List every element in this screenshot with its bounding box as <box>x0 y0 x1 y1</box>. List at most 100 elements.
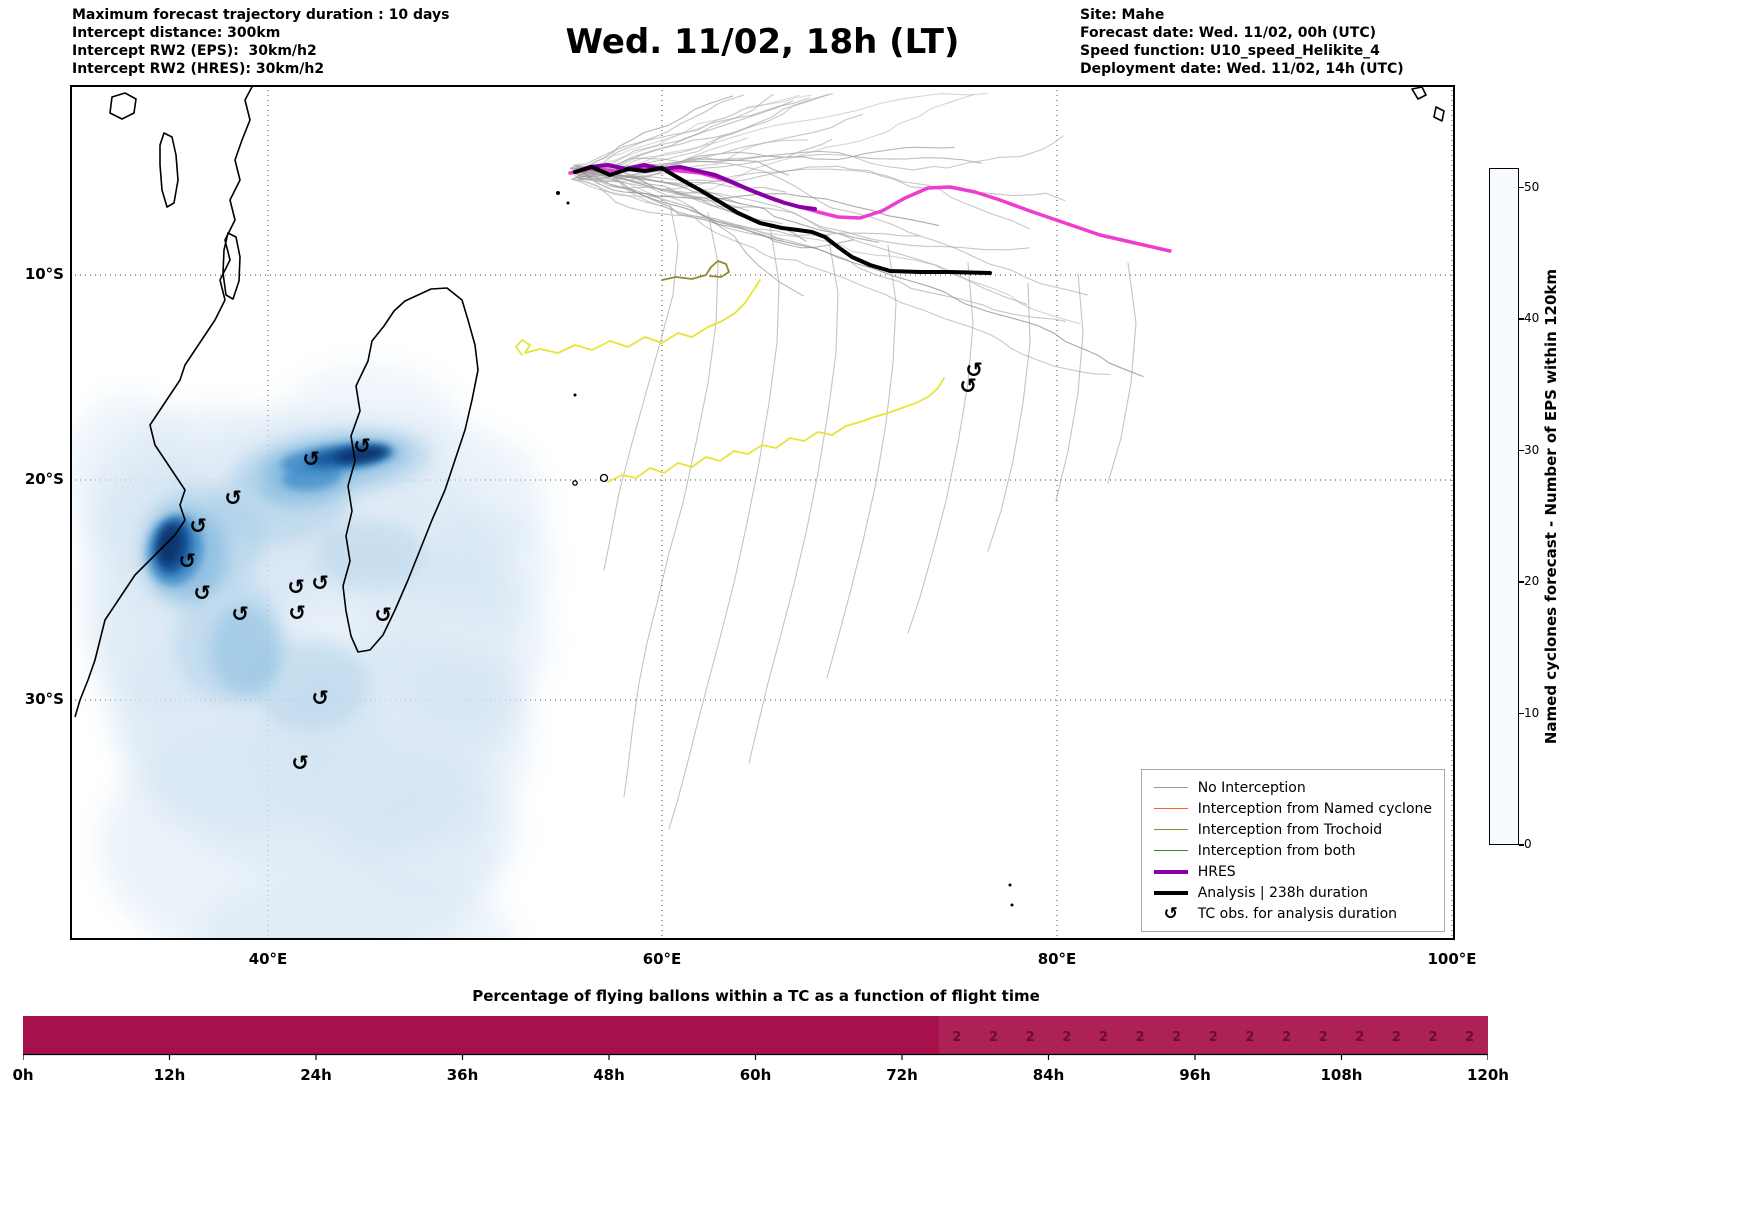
legend-line-sample <box>1153 850 1188 851</box>
legend-item: ↺ TC obs. for analysis duration <box>1152 903 1432 924</box>
flight-bar <box>23 1016 1488 1054</box>
tc-count-annotation: 2 <box>1209 1030 1218 1045</box>
legend-item: HRES <box>1152 861 1432 882</box>
tc-count-annotation: 2 <box>1136 1030 1145 1045</box>
lon-tick-label: 60°E <box>642 950 682 968</box>
legend-label: HRES <box>1197 863 1236 880</box>
bar-chart-title: Percentage of flying ballons within a TC… <box>472 987 1040 1005</box>
tc-obs-icon: ↺ <box>287 575 305 599</box>
colorbar <box>1489 168 1519 845</box>
tc-count-annotation: 2 <box>1062 1030 1071 1045</box>
tc-obs-icon: ↺ <box>311 686 329 710</box>
hres-track <box>573 163 817 211</box>
colorbar-tick <box>1519 581 1524 583</box>
coastlines <box>74 85 1445 907</box>
flight-time-bar-chart: 2 2 2 2 2 2 2 2 2 2 2 2 2 2 2 <box>23 1016 1488 1060</box>
legend-label: Analysis | 238h duration <box>1197 884 1368 901</box>
tc-obs-icon: ↺ <box>231 602 249 626</box>
flight-time-tick-label: 108h <box>1320 1066 1363 1084</box>
legend-item: Interception from Named cyclone <box>1152 798 1432 819</box>
flight-time-tick-label: 84h <box>1032 1066 1065 1084</box>
tc-count-annotation: 2 <box>1319 1030 1328 1045</box>
trochoid-track <box>515 279 761 356</box>
tc-count-annotation: 2 <box>952 1030 961 1045</box>
colorbar-tick-label: 30 <box>1524 442 1540 457</box>
tc-count-annotation: 2 <box>1099 1030 1108 1045</box>
legend-line-sample <box>1153 829 1188 830</box>
trajectory-map-canvas: ↺↺↺↺↺↺ ↺ ↺↺ ↺ ↺↺↺↺↺ <box>70 85 1455 940</box>
legend-line-sample <box>1153 808 1188 809</box>
lon-tick-label: 100°E <box>1427 950 1477 968</box>
legend-line-sample <box>1153 890 1188 895</box>
legend-line-sample <box>1153 869 1188 874</box>
tc-count-annotation: 2 <box>1172 1030 1181 1045</box>
tc-count-annotation: 2 <box>1026 1030 1035 1045</box>
colorbar-tick-label: 50 <box>1524 179 1540 194</box>
tc-count-annotation: 2 <box>1282 1030 1291 1045</box>
tc-obs-icon: ↺ <box>193 581 211 605</box>
legend-line-sample <box>1153 787 1188 788</box>
legend-label: TC obs. for analysis duration <box>1197 905 1398 922</box>
colorbar-tick-label: 20 <box>1524 574 1540 589</box>
flight-time-tick-label: 120h <box>1467 1066 1509 1084</box>
flight-time-tick-label: 36h <box>446 1066 479 1084</box>
tc-obs-icon: ↺ <box>965 358 983 382</box>
lon-tick-label: 40°E <box>248 950 288 968</box>
legend-label: Interception from Trochoid <box>1197 821 1383 838</box>
tc-obs-icon: ↺ <box>288 601 306 625</box>
tc-obs-icon: ↺ <box>224 486 242 510</box>
colorbar-gradient <box>1490 169 1518 844</box>
legend-item: Interception from both <box>1152 840 1432 861</box>
flight-time-tick-label: 96h <box>1179 1066 1211 1084</box>
trochoid-olive-track <box>661 260 730 281</box>
colorbar-tick <box>1519 318 1524 320</box>
flight-time-tick-label: 24h <box>300 1066 332 1084</box>
lat-tick-label: 30°S <box>24 690 64 708</box>
flight-time-tick-label: 0h <box>12 1066 34 1084</box>
named-tracks <box>515 163 1172 483</box>
tc-obs-symbols: ↺↺↺↺↺↺ ↺ ↺↺ ↺ ↺↺↺↺↺ <box>178 358 983 775</box>
lat-tick-label: 10°S <box>24 265 64 283</box>
tc-obs-icon: ↺ <box>291 751 309 775</box>
tc-count-annotation: 2 <box>1465 1030 1474 1045</box>
trajectory-map: ↺ ↺ ↺ ↺ ↺ ↺ ↺ ↺ ↺ ↺ ↺ ↺ ↺ ↺ ↺ No Interception Intercept… <box>70 85 1455 940</box>
colorbar-tick-label: 0 <box>1524 837 1532 851</box>
colorbar-tick-label: 40 <box>1524 311 1540 326</box>
tc-count-annotation: 2 <box>989 1030 998 1045</box>
lat-tick-label: 20°S <box>24 470 64 488</box>
colorbar-tick-label: 10 <box>1524 705 1540 720</box>
ensemble-tracks <box>569 92 1144 830</box>
tc-obs-icon: ↺ <box>353 434 371 458</box>
legend-item: Analysis | 238h duration <box>1152 882 1432 903</box>
tc-obs-icon: ↺ <box>1163 903 1178 924</box>
tc-obs-icon: ↺ <box>178 549 196 573</box>
lon-tick-label: 80°E <box>1037 950 1077 968</box>
flight-time-tick-label: 72h <box>886 1066 918 1084</box>
tc-obs-icon: ↺ <box>189 514 207 538</box>
header-left-info: Maximum forecast trajectory duration : 1… <box>72 7 450 77</box>
legend-item: No Interception <box>1152 777 1432 798</box>
trochoid-track <box>607 377 945 483</box>
legend-label: Interception from both <box>1197 842 1356 859</box>
tc-obs-icon: ↺ <box>302 447 320 471</box>
flight-time-tick-label: 48h <box>593 1066 625 1084</box>
tc-count-annotation: 2 <box>1392 1030 1401 1045</box>
tc-obs-icon: ↺ <box>311 571 329 595</box>
eps-density-heatmap <box>70 365 555 940</box>
tc-count-annotation: 2 <box>1355 1030 1364 1045</box>
tc-obs-icon: ↺ <box>959 374 977 398</box>
legend-label: Interception from Named cyclone <box>1197 800 1432 817</box>
colorbar-tick <box>1519 186 1524 189</box>
colorbar-tick <box>1519 712 1524 715</box>
legend-label: No Interception <box>1197 779 1306 796</box>
legend-item: Interception from Trochoid <box>1152 819 1432 840</box>
map-legend: No Interception Interception from Named c… <box>1140 769 1445 932</box>
flight-time-tick-label: 60h <box>739 1066 772 1084</box>
tc-obs-icon: ↺ <box>374 603 392 627</box>
flight-time-tick-label: 12h <box>153 1066 186 1084</box>
tc-count-annotation: 2 <box>1245 1030 1254 1045</box>
header-right-info: Site: Mahe Forecast date: Wed. 11/02, 00h… <box>1080 7 1404 77</box>
tc-count-annotation: 2 <box>1429 1030 1438 1045</box>
analysis-track <box>573 165 992 275</box>
